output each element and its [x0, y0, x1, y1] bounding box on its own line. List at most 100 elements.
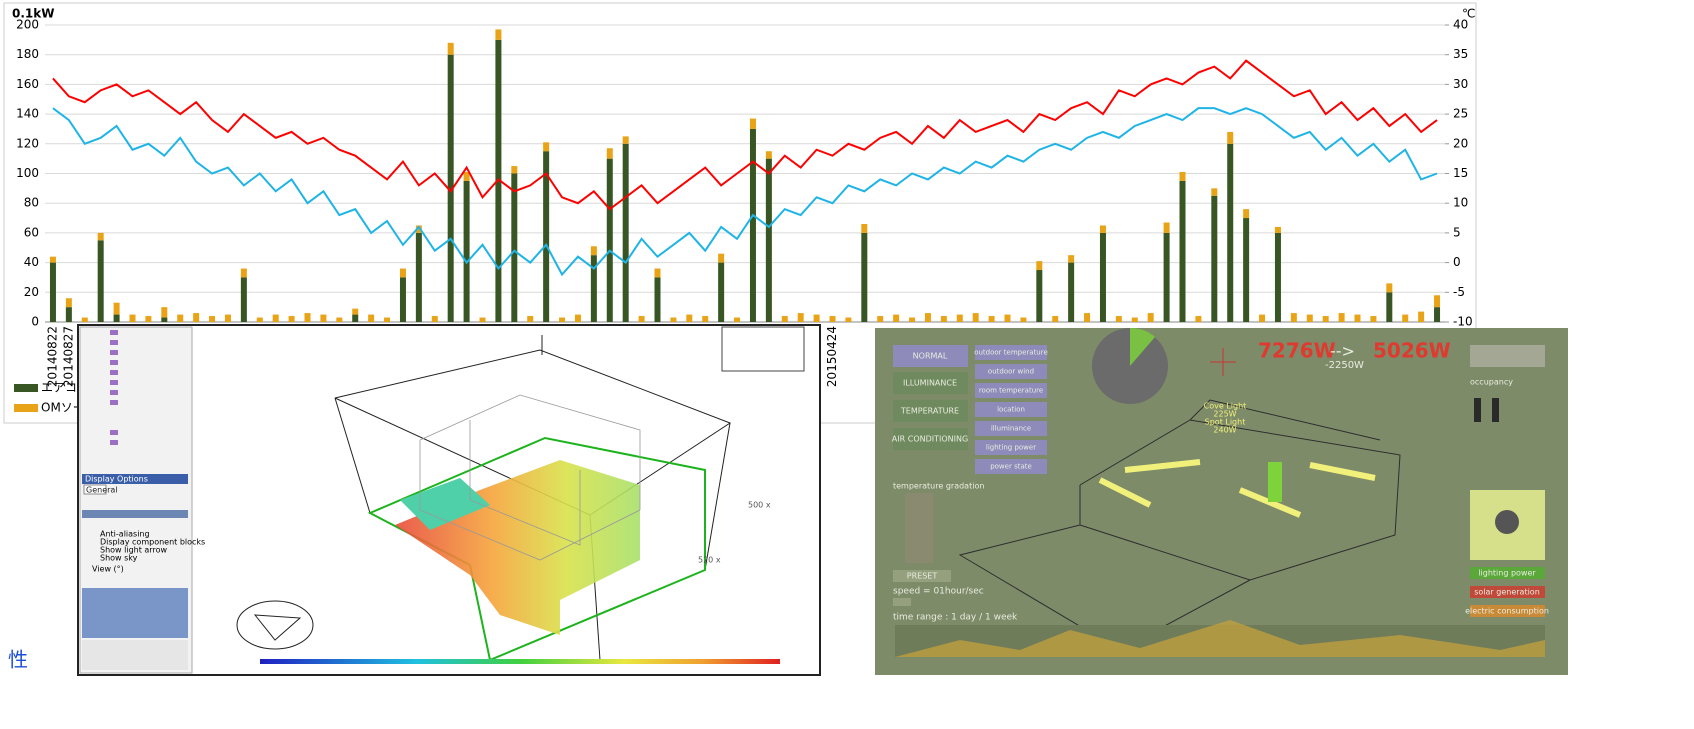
tab-label[interactable]: General [86, 486, 118, 495]
bar-segment [654, 268, 661, 278]
bar-segment [956, 314, 963, 322]
bar-segment [622, 143, 629, 322]
bar-segment [924, 313, 931, 322]
bar-segment [781, 316, 788, 322]
bar-segment [1163, 222, 1170, 233]
layer-button[interactable] [975, 364, 1047, 379]
tab[interactable] [83, 484, 107, 495]
bar-segment [1227, 143, 1234, 322]
bar-segment [368, 314, 375, 322]
bar-segment [829, 316, 836, 322]
toggle-label[interactable]: solar generation [1474, 588, 1540, 597]
y-tick-label: 200 [16, 18, 39, 32]
bar-segment [399, 268, 406, 278]
layer-button[interactable] [975, 402, 1047, 417]
light-label: 225W [1213, 410, 1236, 419]
layer-label[interactable]: location [997, 406, 1025, 414]
bar-segment [97, 232, 104, 241]
bar-segment [1099, 225, 1106, 233]
preset-label[interactable]: PRESET [907, 572, 938, 581]
person [1474, 398, 1481, 422]
bar-segment [606, 158, 613, 322]
settings-block [82, 640, 188, 670]
mode-button[interactable] [893, 372, 968, 394]
layer-button[interactable] [975, 383, 1047, 398]
option[interactable]: Anti-aliasing [100, 530, 150, 539]
toggle[interactable] [1470, 586, 1545, 598]
bar-segment [65, 307, 72, 322]
layer-label[interactable]: outdoor temperature [974, 349, 1048, 357]
bar-segment [209, 316, 216, 322]
toggle-label[interactable]: electric consumption [1465, 607, 1549, 616]
cove-light [1309, 462, 1376, 481]
x-tick-label: 20150424 [825, 326, 839, 387]
tree-icon [110, 400, 118, 405]
tree-icon [110, 440, 118, 445]
bar-segment [1004, 314, 1011, 322]
y-tick-label: 180 [16, 47, 39, 61]
y-tick-label: 80 [24, 196, 39, 210]
toggle-label[interactable]: lighting power [1478, 569, 1536, 578]
bar-segment [845, 317, 852, 322]
bar-segment [1131, 317, 1138, 322]
y-tick-label: 20 [24, 285, 39, 299]
layer-button[interactable] [975, 421, 1047, 436]
tree-icon [110, 390, 118, 395]
panel-header [82, 474, 188, 484]
toggle[interactable] [1470, 567, 1545, 579]
layer-label[interactable]: illuminance [991, 425, 1031, 433]
bar-segment [431, 316, 438, 322]
layer-label[interactable]: power state [990, 463, 1032, 471]
preset-button[interactable] [893, 570, 951, 582]
toggle[interactable] [1470, 605, 1545, 617]
tree-icon [110, 350, 118, 355]
mode-label[interactable]: TEMPERATURE [900, 407, 959, 416]
building-wireframe [958, 399, 1401, 651]
cove-light [1238, 487, 1302, 518]
bar-segment [320, 314, 327, 322]
button[interactable] [1470, 345, 1545, 367]
settings-block [82, 588, 188, 638]
bar-segment [1434, 307, 1441, 322]
building-wireframe [419, 394, 641, 561]
bar-segment [1052, 316, 1059, 322]
layer-label[interactable]: outdoor wind [988, 368, 1034, 376]
bar-segment [1179, 172, 1186, 181]
timeline-area [895, 620, 1545, 657]
y-tick-label: 160 [16, 77, 39, 91]
y2-tick-label: 35 [1453, 47, 1468, 61]
slider[interactable] [893, 598, 911, 606]
bar-segment [1402, 314, 1409, 322]
bar-segment [988, 316, 995, 322]
y-tick-label: 140 [16, 107, 39, 121]
mode-button[interactable] [893, 345, 968, 367]
y2-tick-label: 20 [1453, 136, 1468, 150]
layer-button[interactable] [975, 345, 1047, 360]
mode-label[interactable]: AIR CONDITIONING [892, 435, 968, 444]
bar-segment [352, 314, 359, 322]
bar-segment [797, 313, 804, 322]
bar-segment [813, 314, 820, 322]
legend-swatch [14, 404, 38, 412]
bar-segment [1068, 262, 1075, 322]
occupants [1474, 398, 1499, 422]
bar-segment [893, 314, 900, 322]
mode-label[interactable]: NORMAL [913, 352, 948, 361]
mode-button[interactable] [893, 428, 968, 450]
bar-segment [749, 118, 756, 129]
bar-segment [256, 317, 263, 322]
speed: speed = 01hour/sec [893, 587, 984, 597]
temperature-field [400, 478, 490, 530]
layer-button[interactable] [975, 440, 1047, 455]
mode-label[interactable]: ILLUMINANCE [903, 379, 957, 388]
mode-button[interactable] [893, 400, 968, 422]
option[interactable]: Show light arrow [100, 546, 167, 555]
option[interactable]: Display component blocks [100, 538, 205, 547]
layer-button[interactable] [975, 459, 1047, 474]
layer-label[interactable]: lighting power [986, 444, 1036, 452]
layer-label[interactable]: room temperature [979, 387, 1043, 395]
bar-segment [638, 316, 645, 322]
legend-title: temperature gradation [893, 482, 984, 491]
option[interactable]: Show sky [100, 554, 138, 563]
